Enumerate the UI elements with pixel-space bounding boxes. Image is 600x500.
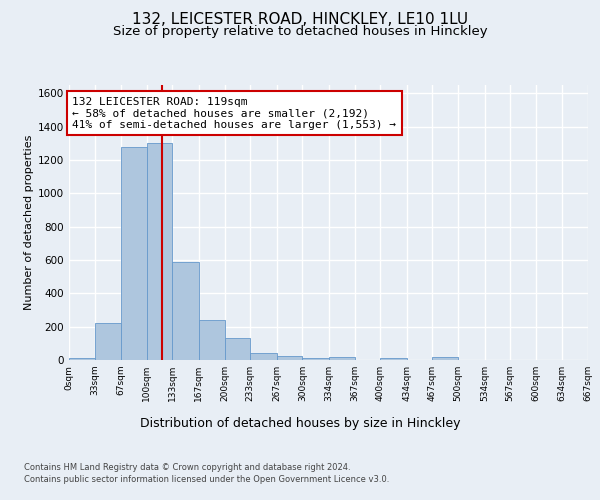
Bar: [329, 356, 355, 360]
Text: Distribution of detached houses by size in Hinckley: Distribution of detached houses by size …: [140, 418, 460, 430]
Text: 132 LEICESTER ROAD: 119sqm
← 58% of detached houses are smaller (2,192)
41% of s: 132 LEICESTER ROAD: 119sqm ← 58% of deta…: [72, 96, 396, 130]
Text: Contains public sector information licensed under the Open Government Licence v3: Contains public sector information licen…: [24, 475, 389, 484]
Bar: [172, 262, 199, 360]
Bar: [95, 324, 121, 360]
Bar: [224, 338, 250, 360]
Bar: [147, 144, 172, 360]
Bar: [277, 356, 302, 360]
Bar: [302, 358, 329, 360]
Bar: [69, 358, 95, 360]
Bar: [121, 146, 147, 360]
Bar: [380, 358, 407, 360]
Bar: [199, 320, 224, 360]
Bar: [250, 352, 277, 360]
Text: Contains HM Land Registry data © Crown copyright and database right 2024.: Contains HM Land Registry data © Crown c…: [24, 462, 350, 471]
Y-axis label: Number of detached properties: Number of detached properties: [24, 135, 34, 310]
Text: 132, LEICESTER ROAD, HINCKLEY, LE10 1LU: 132, LEICESTER ROAD, HINCKLEY, LE10 1LU: [132, 12, 468, 28]
Bar: [433, 356, 458, 360]
Text: Size of property relative to detached houses in Hinckley: Size of property relative to detached ho…: [113, 25, 487, 38]
